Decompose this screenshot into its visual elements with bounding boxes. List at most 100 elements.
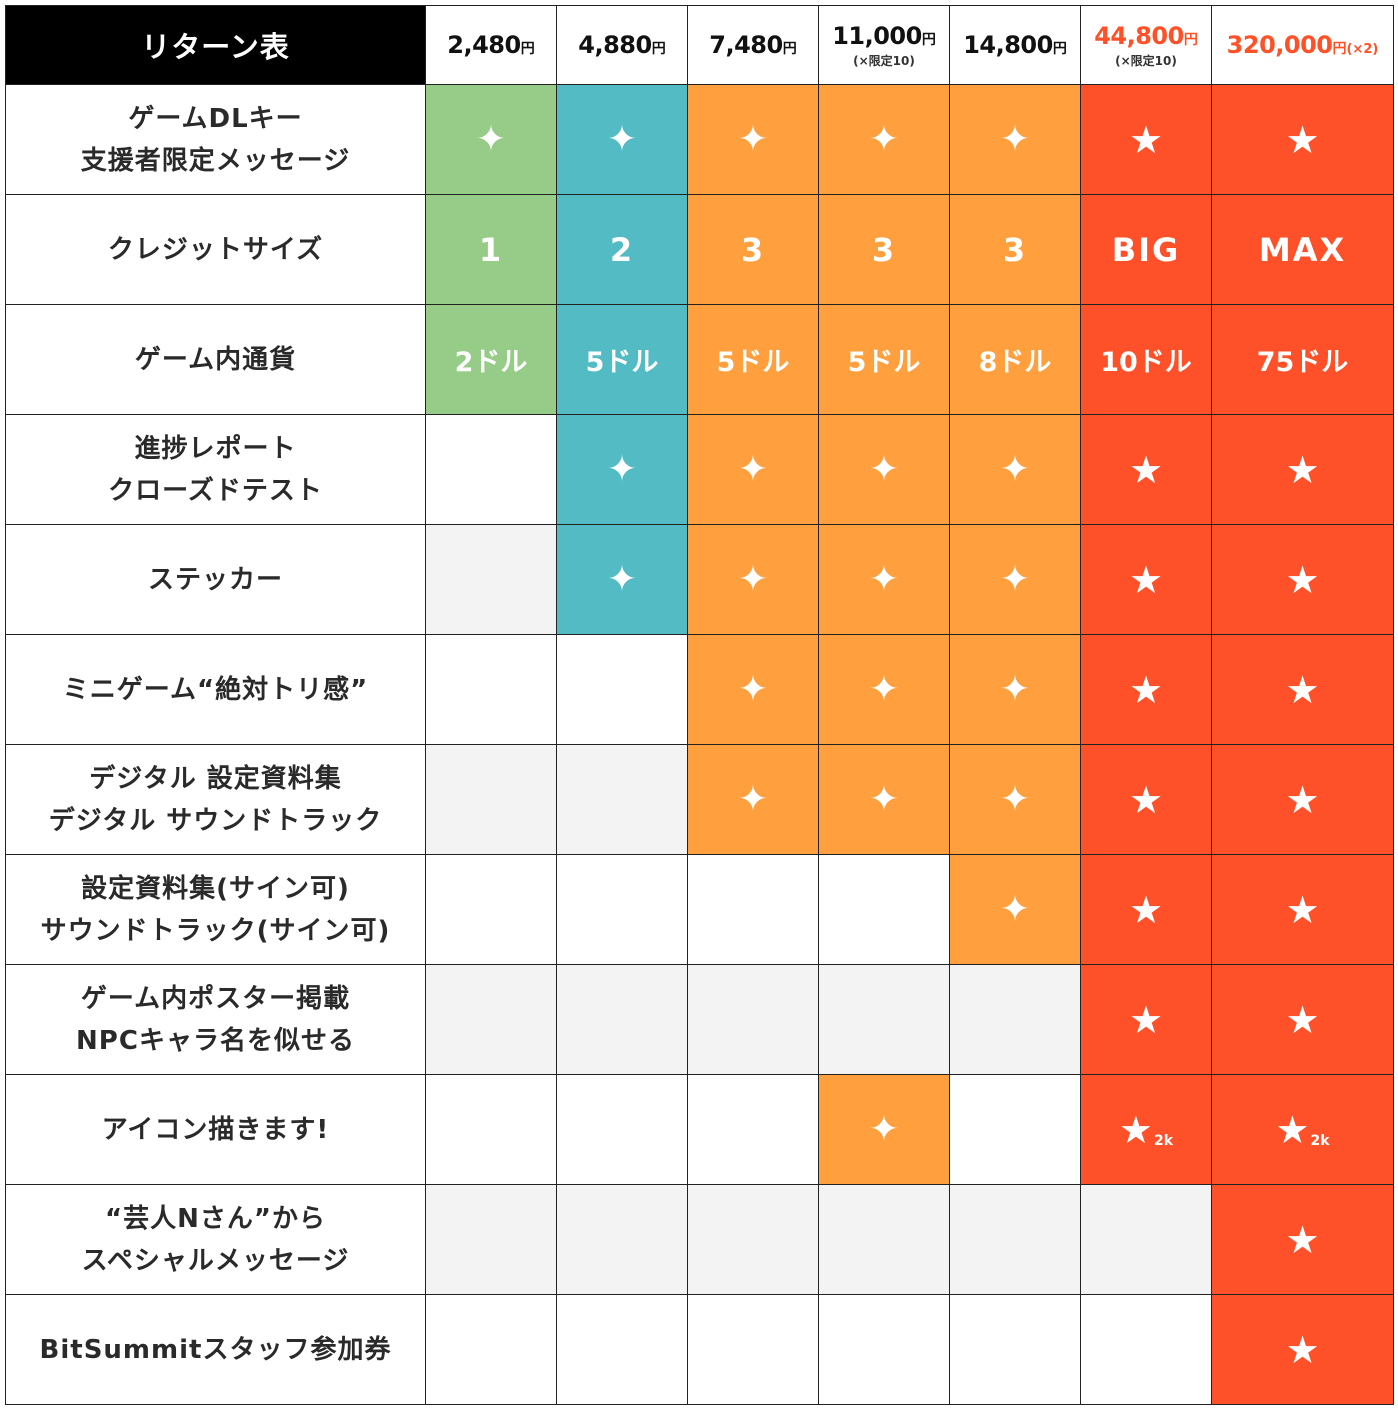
star-subscript: 2k [1310,1132,1330,1149]
row-label: ゲーム内通貨 [5,304,426,415]
tier-yen: 円 [782,41,797,57]
empty-cell [1080,1184,1212,1295]
currency-value: 5ドル [847,347,921,378]
table-cell: ✦ [818,84,950,195]
star-icon: ★ [1275,1107,1310,1152]
empty-cell [425,414,557,525]
table-cell: 8ドル [949,304,1081,415]
table-cell: ★ [1080,964,1212,1075]
empty-cell [818,964,950,1075]
table-cell: ✦ [556,524,688,635]
table-row: デジタル 設定資料集 デジタル サウンドトラック ✦ ✦ ✦ ★ ★ [5,744,1394,855]
empty-cell [425,524,557,635]
currency-value: 75ドル [1256,347,1349,378]
credit-size-value: 1 [478,230,504,269]
table-cell: ✦ [949,744,1081,855]
table-cell: 1 [425,194,557,305]
row-label-line: ゲーム内通貨 [134,344,297,375]
tier-price: 320,000 [1226,31,1333,59]
empty-cell [556,854,688,965]
sparkle-icon: ✦ [737,668,769,710]
tier-price: 14,800 [963,31,1053,59]
table-cell: 75ドル [1211,304,1394,415]
empty-cell [949,1294,1081,1405]
row-label: クレジットサイズ [5,194,426,305]
row-label-line: 進捗レポート [134,433,297,464]
empty-cell [425,1074,557,1185]
star-subscript: 2k [1154,1132,1174,1149]
table-row: 進捗レポート クローズドテスト ✦ ✦ ✦ ✦ ★ ★ [5,414,1394,525]
table-cell: ★ [1080,854,1212,965]
row-label-line: ミニゲーム“絶対トリ感” [62,674,369,705]
empty-cell [425,1184,557,1295]
empty-cell [687,1294,819,1405]
currency-value: 5ドル [716,347,790,378]
star-icon: ★ [1128,447,1164,492]
sparkle-icon: ✦ [868,1108,900,1150]
sparkle-icon: ✦ [868,778,900,820]
table-cell: ✦ [949,634,1081,745]
empty-cell [818,1294,950,1405]
star-icon: ★ [1128,887,1164,932]
table-cell: ✦ [949,84,1081,195]
table-cell: ★2k [1080,1074,1212,1185]
tier-price: 2,480 [447,31,521,59]
tier-header: 11,000円 (×限定10) [818,5,950,85]
empty-cell [687,1074,819,1185]
tier-multiplier: (×2) [1346,42,1379,57]
currency-value: 5ドル [585,347,659,378]
sparkle-icon: ✦ [737,778,769,820]
tier-price: 4,880 [578,31,652,59]
table-title: リターン表 [5,5,426,85]
sparkle-icon: ✦ [606,448,638,490]
sparkle-icon: ✦ [606,118,638,160]
table-cell: 2ドル [425,304,557,415]
empty-cell [425,634,557,745]
sparkle-icon: ✦ [999,668,1031,710]
empty-cell [818,1184,950,1295]
table-cell: ✦ [687,634,819,745]
star-icon: ★ [1285,447,1320,492]
table-cell: ★ [1080,524,1212,635]
row-label: ゲームDLキー 支援者限定メッセージ [5,84,426,195]
credit-size-value: 3 [1002,230,1028,269]
table-cell: ✦ [818,414,950,525]
sparkle-icon: ✦ [737,448,769,490]
star-icon: ★ [1118,1107,1153,1152]
star-icon: ★ [1128,117,1164,162]
row-label-line: ゲームDLキー [128,103,303,134]
row-label-line: スペシャルメッセージ [81,1245,350,1276]
row-label-line: NPCキャラ名を似せる [76,1025,355,1056]
tier-price: 7,480 [709,31,783,59]
table-cell: ★ [1211,854,1394,965]
row-label-line: ステッカー [147,564,283,595]
table-row: ゲーム内通貨 2ドル 5ドル 5ドル 5ドル 8ドル 10ドル 75ドル [5,304,1394,415]
row-label-line: ゲーム内ポスター掲載 [80,983,351,1014]
credit-size-value: 2 [609,230,635,269]
table-cell: ✦ [949,414,1081,525]
table-cell: ★ [1211,414,1394,525]
row-label-line: クローズドテスト [108,475,323,506]
table-cell: ★ [1080,744,1212,855]
row-label-line: クレジットサイズ [107,234,324,265]
empty-cell [818,854,950,965]
table-row: ゲームDLキー 支援者限定メッセージ ✦ ✦ ✦ ✦ ✦ ★ ★ [5,84,1394,195]
table-row: ステッカー ✦ ✦ ✦ ✦ ★ ★ [5,524,1394,635]
table-cell: ★ [1211,524,1394,635]
table-cell: ★ [1211,1294,1394,1405]
tier-header: 7,480円 [687,5,819,85]
table-cell: ★ [1211,1184,1394,1295]
empty-cell [556,1074,688,1185]
sparkle-icon: ✦ [999,558,1031,600]
sparkle-icon: ✦ [868,558,900,600]
currency-value: 10ドル [1100,347,1192,378]
sparkle-icon: ✦ [737,558,769,600]
sparkle-icon: ✦ [868,118,900,160]
credit-size-value: 3 [871,230,897,269]
table-row: クレジットサイズ 1 2 3 3 3 BIG MAX [5,194,1394,305]
table-cell: 2 [556,194,688,305]
row-label: アイコン描きます! [5,1074,426,1185]
table-cell: ✦ [687,84,819,195]
table-cell: ★ [1080,414,1212,525]
table-row: ゲーム内ポスター掲載 NPCキャラ名を似せる ★ ★ [5,964,1394,1075]
